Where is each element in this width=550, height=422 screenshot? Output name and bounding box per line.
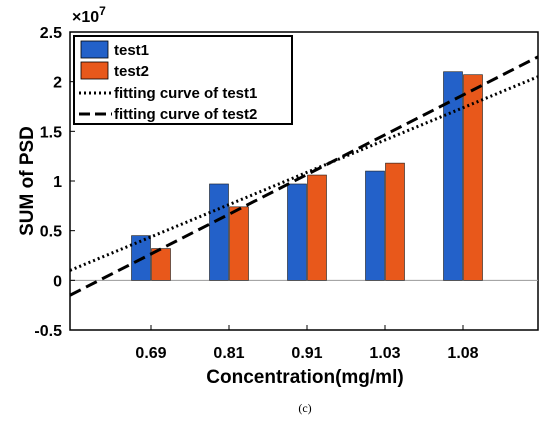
bar-test2-1.03 [385, 162, 405, 281]
legend-label-fit1: fitting curve of test1 [114, 85, 257, 102]
bar-test1-0.81 [209, 183, 229, 281]
bar-test2-0.69 [151, 248, 171, 281]
legend-swatch-test1 [80, 40, 109, 59]
x-axis-label: Concentration(mg/ml) [206, 367, 403, 388]
y-tick-label: 2.5 [40, 25, 62, 42]
legend-swatch-test2 [80, 61, 109, 80]
figure-caption: (c) [298, 401, 311, 415]
bar-test2-0.81 [229, 206, 249, 281]
x-tick-label: 1.08 [447, 345, 478, 362]
legend-box [73, 35, 293, 125]
y-tick-label: -0.5 [34, 323, 62, 340]
bar-test1-0.91 [287, 183, 307, 281]
bars-layer [131, 71, 483, 281]
legend-label-test1: test1 [114, 42, 149, 59]
legend: test1 test2 fitting curve of test1 fitti… [73, 35, 293, 125]
fit-line-2 [69, 55, 539, 297]
bar-test2-0.91 [307, 174, 327, 281]
y-tick-label: 1 [53, 174, 62, 191]
y-tick-label: 1.5 [40, 124, 62, 141]
x-tick-label: 0.69 [135, 345, 166, 362]
y-tick-label: 0 [53, 273, 62, 290]
x-tick-label: 0.81 [213, 345, 244, 362]
legend-label-test2: test2 [114, 63, 149, 80]
y-tick-label: 0.5 [40, 224, 62, 241]
y-multiplier: ×107 [72, 4, 106, 26]
bar-test1-1.03 [365, 170, 385, 281]
x-tick-label: 1.03 [369, 345, 400, 362]
x-tick-label: 0.91 [291, 345, 322, 362]
bar-test1-1.08 [443, 71, 463, 281]
legend-label-fit2: fitting curve of test2 [114, 106, 257, 123]
fits-layer [69, 55, 539, 297]
y-axis-label: SUM of PSD [17, 126, 38, 236]
bar-test2-1.08 [463, 74, 483, 281]
ticks-layer: -0.5 0 0.5 1 1.5 2 2.5 0.69 0.81 0.91 1.03 1.08 [34, 25, 478, 362]
y-tick-label: 2 [53, 75, 62, 92]
